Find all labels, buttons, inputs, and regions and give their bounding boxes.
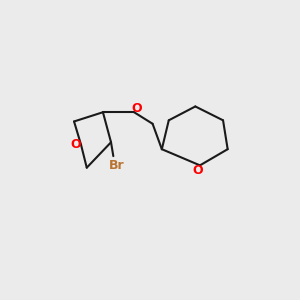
Text: O: O xyxy=(193,164,203,177)
Text: O: O xyxy=(70,138,81,151)
Text: O: O xyxy=(132,102,142,115)
Text: Br: Br xyxy=(109,159,124,172)
